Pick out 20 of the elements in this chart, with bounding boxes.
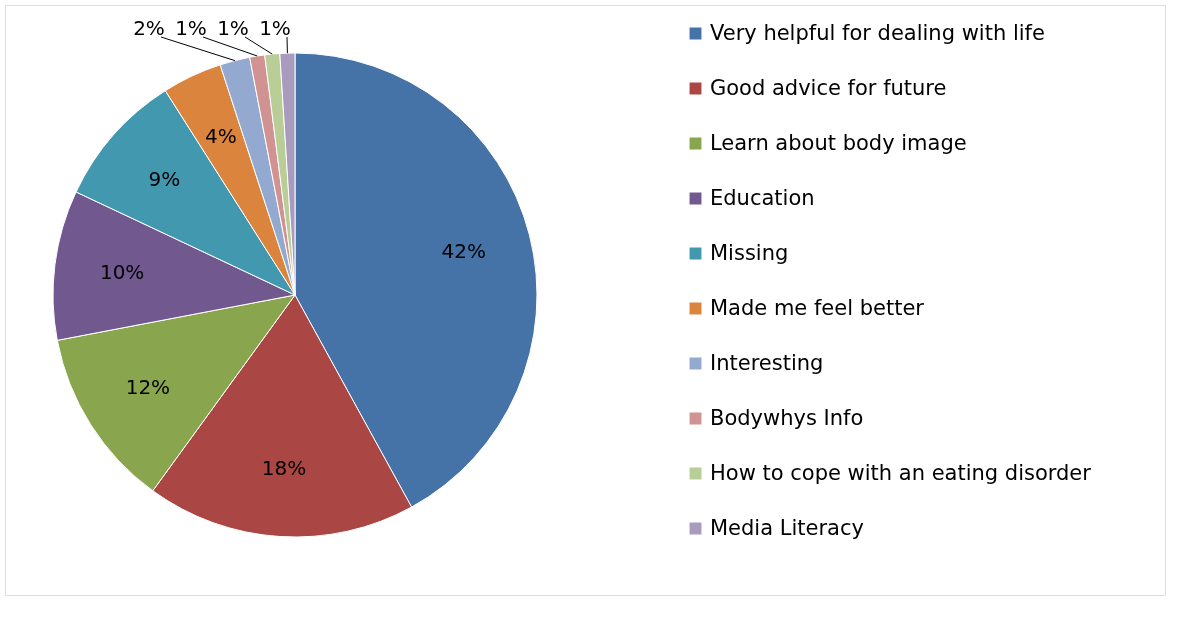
legend-label: Learn about body image: [710, 130, 967, 155]
legend-label: Made me feel better: [710, 295, 925, 320]
legend-label: Missing: [710, 240, 789, 265]
data-label: 1%: [259, 16, 291, 40]
data-label: 1%: [217, 16, 249, 40]
legend-label: Interesting: [710, 350, 824, 375]
data-label: 2%: [133, 16, 165, 40]
data-label: 42%: [441, 238, 486, 263]
data-label: 9%: [148, 166, 181, 191]
legend-label: Very helpful for dealing with life: [710, 20, 1045, 45]
data-label: 1%: [175, 16, 207, 40]
data-label: 18%: [261, 455, 307, 480]
legend-label: How to cope with an eating disorder: [710, 460, 1092, 485]
data-label: 10%: [99, 260, 145, 285]
legend-label: Bodywhys Info: [710, 405, 864, 430]
data-label: 4%: [204, 124, 237, 149]
legend-label: Media Literacy: [710, 515, 864, 540]
legend-label: Good advice for future: [710, 75, 947, 100]
data-label: 12%: [125, 375, 171, 400]
legend-label: Education: [710, 185, 815, 210]
